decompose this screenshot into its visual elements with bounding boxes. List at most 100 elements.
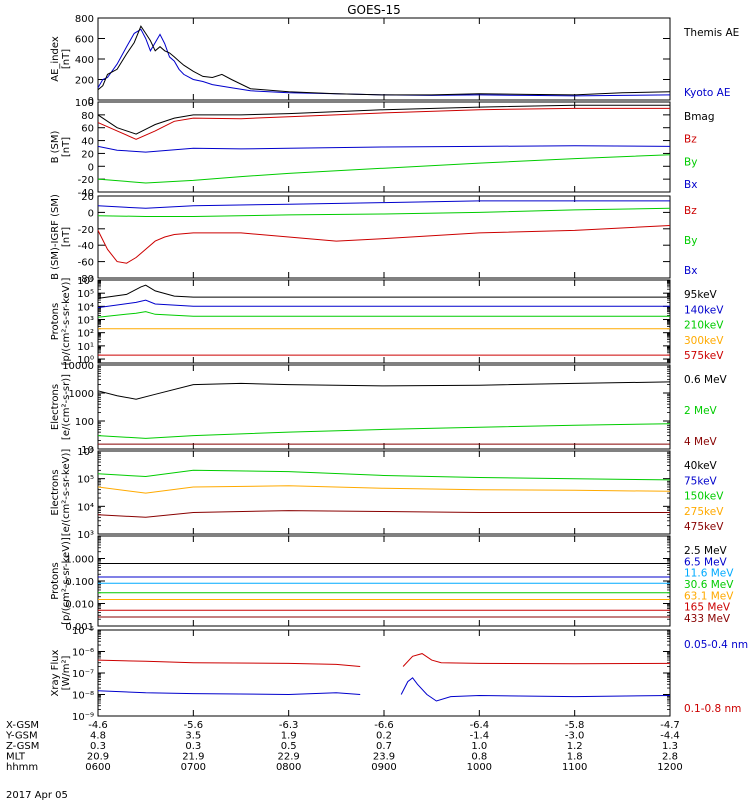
- footer-value: 1200: [657, 762, 682, 773]
- series-line-by: [97, 207, 671, 217]
- series-line-0-6-mev: [97, 381, 671, 400]
- y-tick-label: 600: [75, 35, 94, 46]
- footer-value: 0.7: [376, 741, 392, 752]
- y-tick-label: 40: [81, 137, 94, 148]
- panel-2: -80 -60 -40 -20 0 20 B (SM)-IGRF (SM) [nT] Bz By B…: [50, 192, 697, 285]
- y-axis-title: Protons: [50, 303, 61, 340]
- series-line-2-mev: [97, 423, 671, 439]
- legend-label: Bz: [684, 134, 697, 146]
- panel-6: 0.001 0.010 0.100 1.000 Protons [p/(cm²-s-sr-…: [50, 535, 734, 633]
- y-tick-label: 10³: [77, 530, 94, 541]
- y-tick-label: -20: [78, 225, 94, 236]
- y-axis-title: Electrons: [50, 469, 61, 515]
- footer-value: -5.6: [184, 720, 204, 731]
- y-axis-title: [nT]: [61, 49, 72, 69]
- legend-label: Bx: [684, 265, 697, 277]
- footer-value: 23.9: [373, 752, 395, 763]
- figure-title: GOES-15: [347, 3, 401, 17]
- legend-label: 4 MeV: [684, 436, 718, 448]
- y-tick-label: 20: [81, 192, 94, 203]
- y-tick-label: 10¹: [77, 342, 94, 353]
- footer-value: 22.9: [278, 752, 300, 763]
- footer-value: -4.6: [88, 720, 108, 731]
- panel-0: 0 200 400 600 800 AE_index [nT] Themis AE Kyoto …: [50, 14, 739, 107]
- footer-value: -4.7: [660, 720, 680, 731]
- series-line-bmag: [97, 104, 670, 135]
- panel-frame: [97, 279, 671, 364]
- series-line-bx: [97, 200, 670, 209]
- legend-label: Bz: [684, 205, 697, 217]
- panel-7: 10⁻⁹ 10⁻⁸ 10⁻⁷ 10⁻⁶ 10⁻⁵ Xray Flux [W/m²] 0.05-…: [50, 626, 748, 723]
- y-tick-label: 0.001: [65, 622, 94, 633]
- y-tick-label: 10³: [77, 316, 94, 327]
- y-tick-label: 10⁵: [77, 475, 94, 486]
- legend-label: Themis AE: [683, 27, 739, 39]
- footer-value: 0900: [371, 762, 396, 773]
- legend-label: 210keV: [684, 320, 724, 332]
- y-tick-label: 10⁴: [77, 502, 94, 513]
- date-label: 2017 Apr 05: [6, 790, 68, 800]
- position-footer: X-GSM -4.6 -5.6 -6.3 -6.6 -6.4 -5.8 -4.7 Y-GSM 4.…: [5, 720, 683, 773]
- footer-value: 0800: [276, 762, 301, 773]
- y-tick-label: 10⁴: [77, 302, 94, 313]
- legend-label: 75keV: [684, 475, 718, 487]
- y-tick-label: 0.010: [65, 600, 94, 611]
- footer-value: -4.4: [660, 731, 680, 742]
- legend-label: 2 MeV: [684, 405, 718, 417]
- series-line-0-05-0-4-nm: [97, 677, 671, 702]
- footer-value: -6.3: [279, 720, 299, 731]
- y-tick-label: -20: [78, 175, 94, 186]
- legend-label: Kyoto AE: [684, 87, 730, 99]
- panel-3: 10⁰ 10¹ 10² 10³ 10⁴ 10⁵ 10⁶ Protons [p/(cm²-s-sr…: [50, 276, 724, 366]
- y-tick-label: 60: [81, 124, 94, 135]
- y-tick-label: -40: [78, 188, 94, 199]
- y-axis-title: [nT]: [61, 227, 72, 247]
- y-tick-label: 10: [81, 445, 94, 456]
- footer-value: 0.8: [471, 752, 487, 763]
- y-tick-label: 10⁻⁶: [72, 648, 94, 659]
- footer-value: 20.9: [87, 752, 109, 763]
- y-tick-label: 10⁰: [77, 355, 94, 366]
- legend-label: 11.6 MeV: [684, 568, 734, 580]
- legend-label: 30.6 MeV: [684, 579, 734, 591]
- series-line-by: [97, 154, 671, 184]
- y-tick-label: 0: [88, 208, 94, 219]
- panel-frame: [97, 450, 671, 535]
- y-axis-title: Electrons: [50, 384, 61, 430]
- y-axis-title: Xray Flux: [50, 649, 61, 696]
- y-tick-label: 0: [88, 96, 94, 107]
- series-line-140kev: [97, 299, 670, 309]
- footer-value: 1100: [562, 762, 587, 773]
- panel-5: 10³ 10⁴ 10⁵ 10⁶ Electrons [e/(cm²-s-sr-keV)] 4…: [50, 447, 724, 541]
- legend-label: By: [684, 235, 697, 247]
- y-axis-title: [e/(cm²-s-sr)]: [61, 374, 72, 440]
- legend-label: 575keV: [684, 350, 724, 362]
- y-tick-label: -60: [78, 258, 94, 269]
- footer-value: -3.0: [565, 731, 585, 742]
- legend-label: 40keV: [684, 460, 718, 472]
- footer-value: 0600: [85, 762, 110, 773]
- footer-row-label: hhmm: [6, 762, 38, 773]
- y-axis-title: [p/(cm²-s-sr-keV)]: [61, 278, 72, 366]
- legend-label: By: [684, 156, 697, 168]
- footer-value: 1.0: [471, 741, 487, 752]
- footer-value: -6.4: [470, 720, 490, 731]
- legend-label: 6.5 MeV: [684, 556, 728, 568]
- footer-value: 1.3: [662, 741, 678, 752]
- series-line-bx: [97, 145, 671, 153]
- footer-row-label: X-GSM: [6, 720, 39, 731]
- y-tick-label: 0: [88, 162, 94, 173]
- y-tick-label: 200: [75, 76, 94, 87]
- panel-4: 10 100 1000 10000 Electrons [e/(cm²-s-sr)] 0.6…: [50, 361, 728, 456]
- series-line-210kev: [97, 311, 670, 318]
- footer-value: -1.4: [470, 731, 490, 742]
- series-line-kyoto-ae: [97, 28, 671, 97]
- legend-label: 140keV: [684, 304, 724, 316]
- y-tick-label: 10⁻⁹: [72, 712, 94, 723]
- footer-value: 0.3: [90, 741, 106, 752]
- footer-value: 1.2: [567, 741, 583, 752]
- series-line-0-1-0-8-nm: [97, 653, 671, 667]
- footer-value: -5.8: [565, 720, 585, 731]
